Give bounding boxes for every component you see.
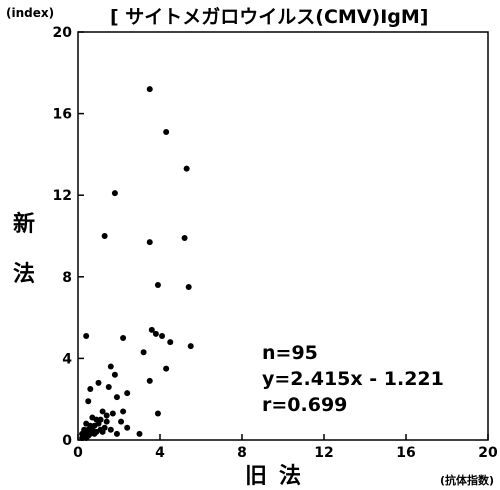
data-point (146, 239, 153, 246)
data-point (167, 339, 174, 346)
stat-r: r=0.699 (262, 394, 348, 416)
y-tick-label: 4 (62, 351, 72, 367)
x-tick-label: 12 (314, 445, 333, 461)
x-tick-label: 20 (478, 445, 498, 461)
data-point (109, 410, 116, 417)
data-point (154, 281, 161, 288)
data-point (159, 332, 166, 339)
x-axis-unit: (抗体指数) (439, 474, 494, 487)
y-tick-label: 12 (53, 188, 72, 204)
stats-annotation: n=95 y=2.415x - 1.221 r=0.699 (262, 340, 444, 418)
x-tick-label: 16 (396, 445, 415, 461)
data-point (120, 335, 127, 341)
data-point (140, 349, 147, 356)
y-tick-label: 0 (62, 433, 72, 449)
x-tick-label: 4 (155, 445, 165, 461)
data-point (113, 394, 120, 401)
data-point (83, 332, 90, 339)
y-tick-label: 8 (62, 270, 72, 286)
data-point (187, 343, 194, 350)
data-point (146, 86, 153, 93)
data-point (99, 408, 106, 415)
data-point (95, 379, 102, 386)
y-tick-label: 20 (53, 25, 73, 41)
data-point (124, 390, 131, 397)
plot-border (77, 31, 489, 441)
y-tick-label: 16 (53, 107, 72, 123)
x-tick-label: 8 (237, 445, 247, 461)
x-tick-label: 0 (73, 445, 83, 461)
data-point (163, 128, 170, 135)
data-point (163, 365, 170, 372)
y-axis-unit: (index) (6, 6, 55, 20)
data-point (103, 418, 110, 425)
data-point (136, 430, 143, 437)
data-point (111, 190, 118, 197)
data-point (83, 434, 90, 441)
data-point (148, 326, 155, 333)
data-points (79, 86, 194, 441)
data-point (146, 377, 153, 384)
data-point (107, 363, 114, 370)
data-point (120, 408, 127, 415)
data-point (152, 330, 159, 337)
stat-regression: y=2.415x - 1.221 (262, 368, 444, 390)
data-point (185, 284, 192, 290)
chart-title: [ サイトメガロウイルス(CMV)IgM] (110, 6, 429, 28)
data-point (99, 428, 106, 435)
x-axis-label: 旧法 (245, 464, 314, 489)
data-point (154, 410, 161, 417)
plot-frame (77, 31, 489, 441)
data-point (113, 430, 120, 437)
data-point (111, 371, 118, 378)
data-point (103, 412, 110, 419)
data-point (79, 434, 86, 441)
data-point (95, 420, 102, 427)
axis-ticks: 0 4 8 12 16 20 0 4 8 12 16 20 (53, 25, 498, 461)
data-point (124, 424, 131, 431)
data-point (105, 383, 112, 390)
data-point (183, 165, 190, 172)
data-point (181, 235, 188, 242)
data-point (101, 233, 108, 239)
data-point (87, 386, 94, 392)
data-point (107, 426, 114, 433)
stat-n: n=95 (262, 342, 318, 364)
data-point (118, 418, 125, 425)
data-point (91, 430, 98, 437)
data-point (85, 398, 92, 405)
y-axis-label: 新法 (12, 212, 35, 287)
